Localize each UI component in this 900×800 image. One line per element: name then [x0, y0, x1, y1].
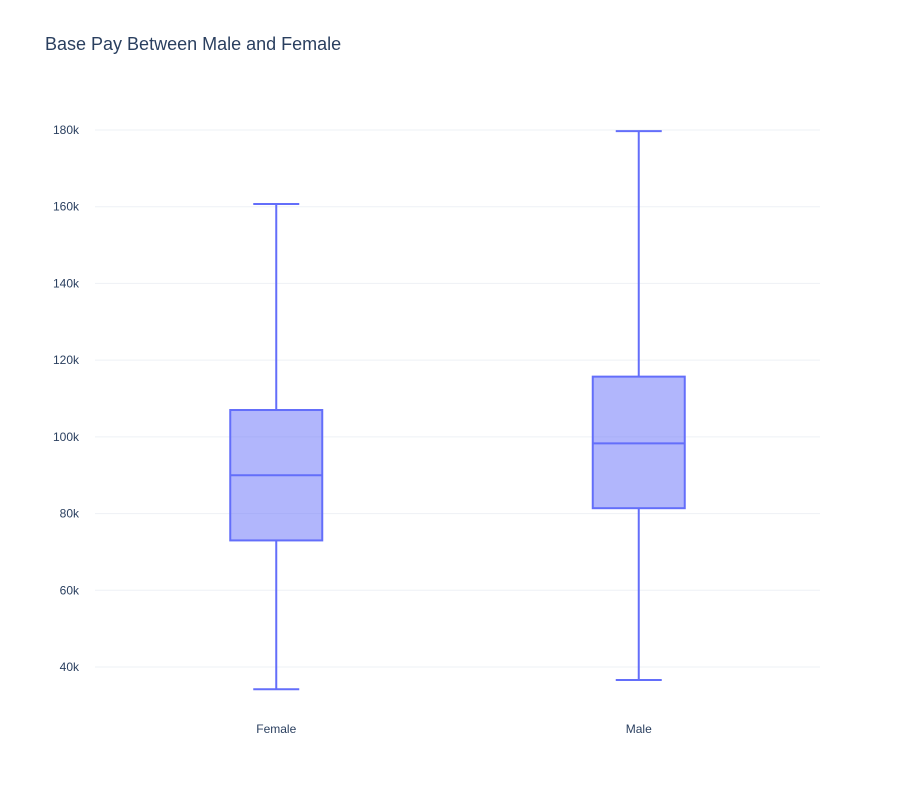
- y-tick-label: 80k: [60, 507, 80, 521]
- y-tick-label: 180k: [53, 123, 80, 137]
- y-axis: 40k 60k 80k 100k 120k 140k 160k 180k: [53, 123, 80, 674]
- x-axis: Female Male: [256, 722, 652, 736]
- y-tick-label: 100k: [53, 430, 80, 444]
- gridlines: [95, 129, 820, 668]
- boxes: [229, 130, 686, 691]
- x-tick-label: Female: [256, 722, 296, 736]
- x-tick-label: Male: [626, 722, 652, 736]
- y-tick-label: 120k: [53, 353, 80, 367]
- y-tick-label: 40k: [60, 660, 80, 674]
- box-male: [591, 130, 686, 682]
- y-tick-label: 60k: [60, 583, 80, 597]
- y-tick-label: 160k: [53, 200, 80, 214]
- y-tick-label: 140k: [53, 276, 80, 290]
- box-female: [229, 203, 324, 691]
- chart-title: Base Pay Between Male and Female: [45, 34, 341, 54]
